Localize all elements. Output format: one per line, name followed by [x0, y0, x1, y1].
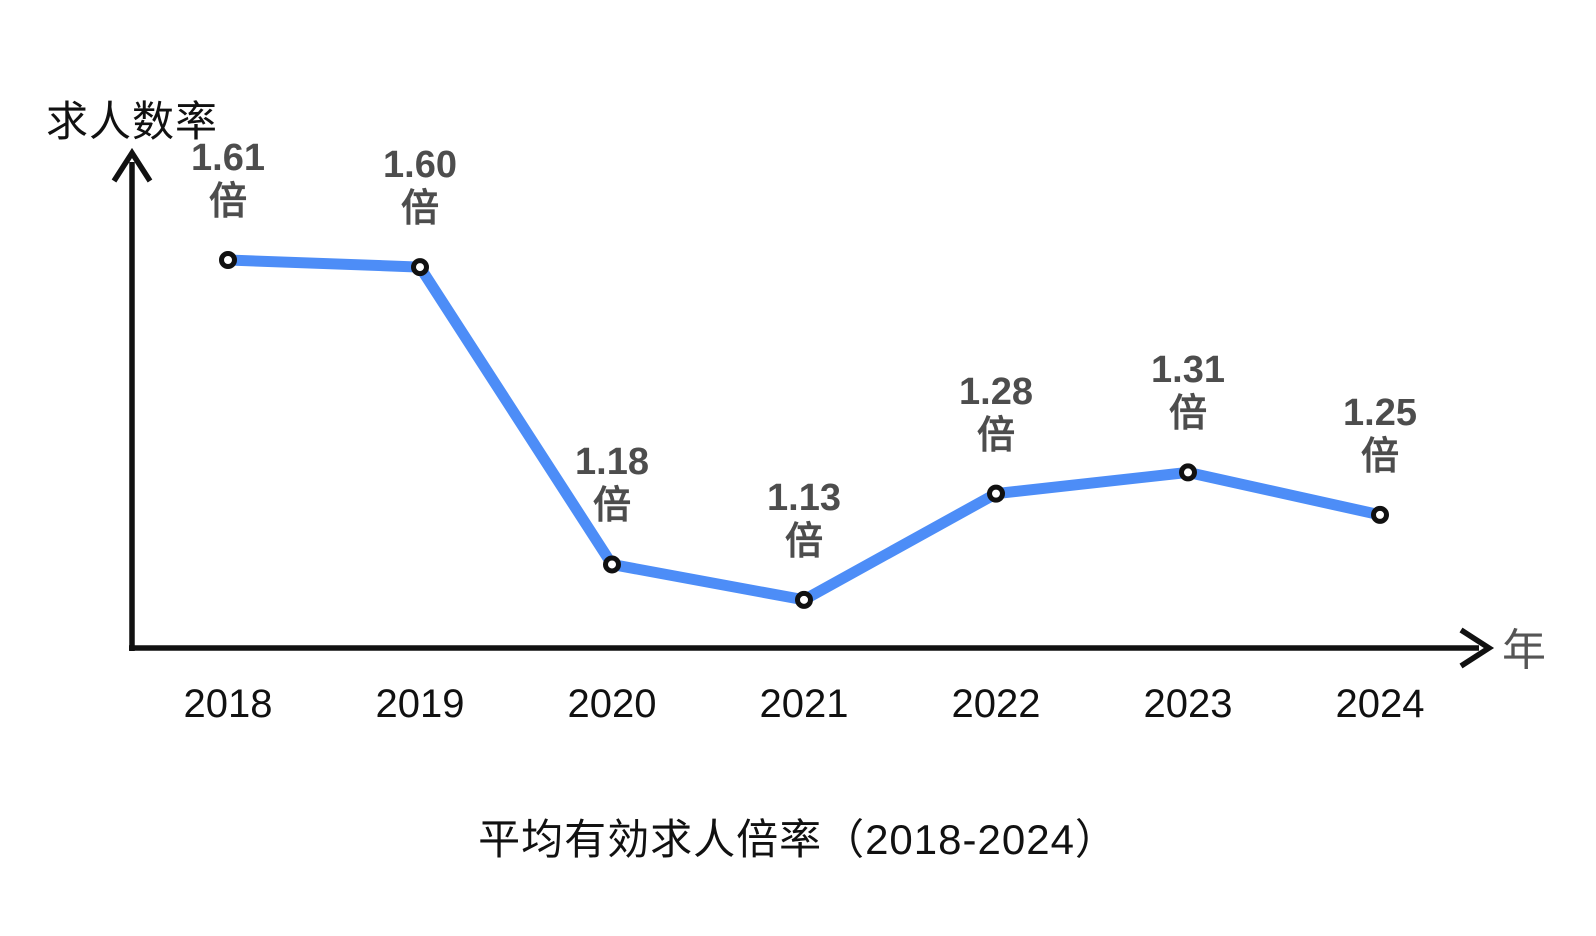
- data-label-unit: 倍: [784, 520, 823, 563]
- data-label-2020: 1.18 倍: [522, 440, 702, 528]
- x-tick-label-2023: 2023: [1143, 682, 1233, 726]
- data-label-2019: 1.60 倍: [330, 143, 510, 231]
- data-point-2023: [1179, 463, 1197, 482]
- data-label-unit: 倍: [1168, 393, 1207, 436]
- data-label-value: 1.13: [767, 476, 841, 519]
- data-label-2024: 1.25 倍: [1290, 391, 1470, 479]
- data-point-2018: [219, 251, 237, 269]
- data-label-unit: 倍: [976, 414, 1015, 457]
- chart-title: 平均有効求人倍率（2018-2024）: [478, 816, 1118, 863]
- data-label-unit: 倍: [592, 485, 631, 528]
- data-point-2020: [603, 555, 621, 574]
- data-label-2021: 1.13 倍: [714, 476, 894, 564]
- data-label-value: 1.28: [959, 370, 1033, 413]
- data-point-2021: [795, 590, 813, 609]
- data-label-value: 1.18: [575, 441, 649, 484]
- data-label-unit: 倍: [400, 188, 439, 231]
- data-point-2024: [1371, 505, 1389, 524]
- data-point-2019: [411, 258, 429, 277]
- data-label-value: 1.31: [1151, 349, 1225, 392]
- data-label-2023: 1.31 倍: [1098, 348, 1278, 436]
- x-tick-label-2018: 2018: [183, 682, 273, 726]
- data-label-2018: 1.61 倍: [138, 136, 318, 224]
- x-tick-label-2024: 2024: [1335, 682, 1425, 726]
- y-axis-title: 求人数率: [46, 98, 219, 145]
- x-tick-label-2022: 2022: [951, 682, 1041, 726]
- x-axis-arrow-icon: [1459, 627, 1495, 669]
- x-tick-label-2020: 2020: [567, 682, 657, 726]
- y-axis-arrow-icon: [111, 147, 153, 183]
- data-label-2022: 1.28 倍: [906, 370, 1086, 458]
- data-label-value: 1.60: [383, 144, 457, 187]
- data-label-value: 1.61: [191, 137, 265, 179]
- x-tick-label-2019: 2019: [375, 682, 465, 726]
- x-axis-title: 年: [1502, 626, 1546, 675]
- data-label-unit: 倍: [1360, 435, 1399, 478]
- x-tick-label-2021: 2021: [759, 682, 849, 726]
- data-point-2022: [987, 484, 1005, 503]
- data-label-value: 1.25: [1343, 391, 1417, 434]
- data-label-unit: 倍: [208, 181, 247, 223]
